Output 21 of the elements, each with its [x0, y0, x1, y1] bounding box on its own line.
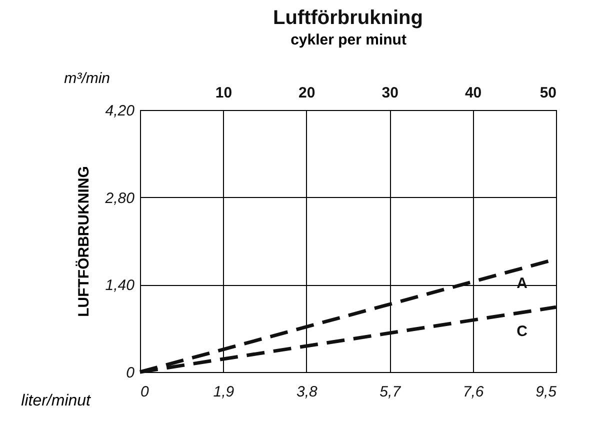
y-tick-label: 0 [126, 364, 136, 382]
x-tick-label: 1,9 [213, 384, 235, 400]
y-tick-label: 1,40 [105, 277, 136, 294]
x2-tick-label: 40 [464, 84, 482, 102]
x-tick-label: 0 [140, 384, 150, 400]
x2-tick-label: 30 [382, 84, 398, 102]
chart-title: Luftförbrukning [273, 7, 423, 29]
x-tick-label: 9,5 [536, 384, 558, 400]
y-tick-label: 4,20 [105, 102, 136, 120]
x2-tick-label: 50 [540, 84, 556, 102]
x2-axis-title: cykler per minut [290, 32, 406, 48]
series-label: C [516, 323, 528, 340]
x-tick-label: 3,8 [296, 384, 318, 400]
x-tick-label: 7,6 [462, 384, 484, 400]
x-axis-title: liter/minut [21, 392, 92, 410]
y-axis-title: LUFTFÖRBRUKNING [75, 166, 92, 317]
x-tick-label: 5,7 [380, 384, 402, 400]
x2-tick-label: 10 [215, 84, 232, 102]
text: m³/min [64, 70, 110, 87]
x2-tick-label: 20 [298, 84, 316, 102]
y-tick-label: 2,80 [104, 190, 136, 207]
